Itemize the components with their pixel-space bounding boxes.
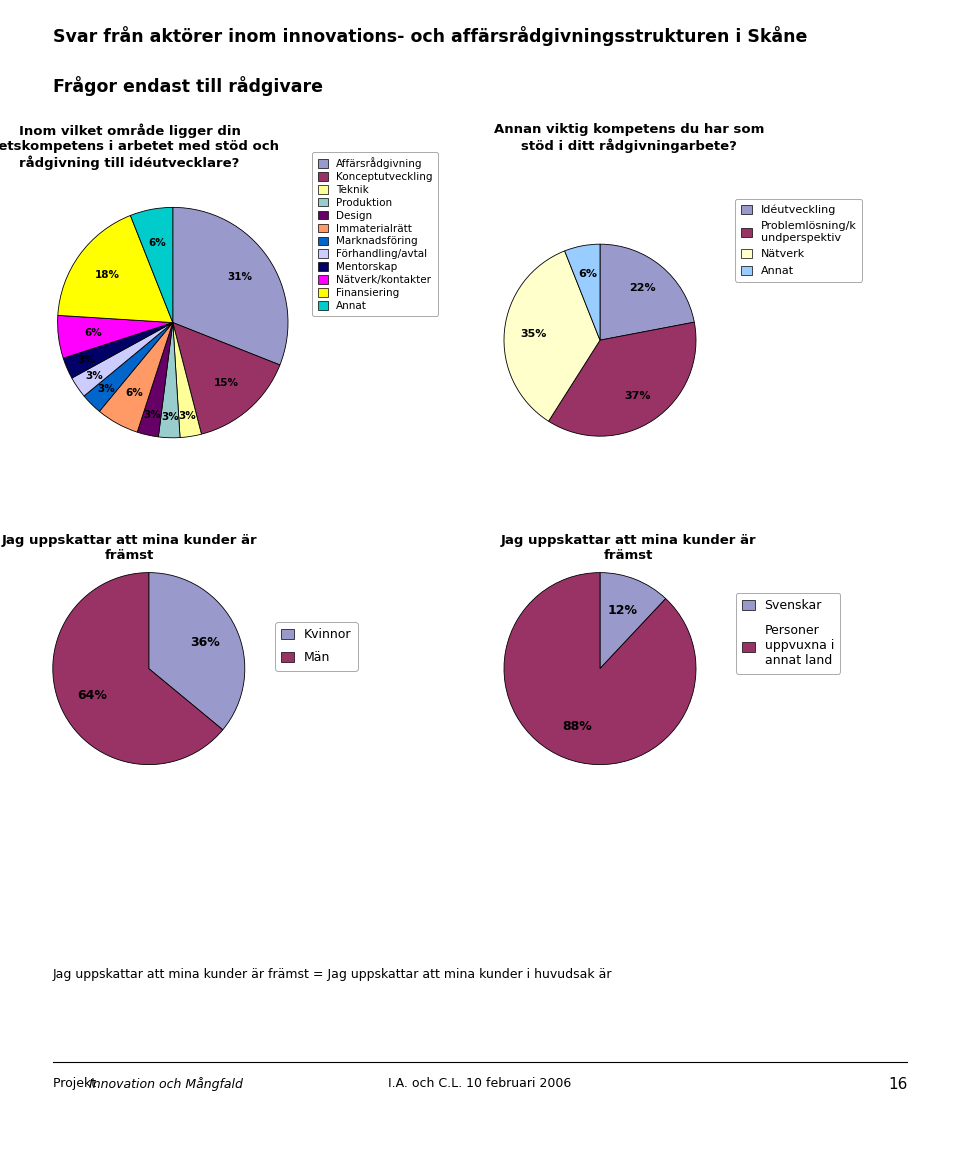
Text: 22%: 22% (630, 284, 656, 293)
Wedge shape (58, 316, 173, 358)
Legend: Kvinnor, Män: Kvinnor, Män (276, 622, 357, 671)
Wedge shape (84, 323, 173, 412)
Text: 35%: 35% (520, 328, 546, 339)
Text: 6%: 6% (84, 327, 102, 338)
Text: 36%: 36% (190, 636, 220, 649)
Text: 12%: 12% (608, 604, 638, 617)
Text: I.A. och C.L. 10 februari 2006: I.A. och C.L. 10 februari 2006 (389, 1077, 571, 1090)
Wedge shape (137, 323, 173, 436)
Text: Inom vilket område ligger din
spetskompetens i arbetet med stöd och
rådgivning t: Inom vilket område ligger din spetskompe… (0, 123, 278, 170)
Text: 3%: 3% (97, 385, 115, 394)
Text: Innovation och Mångfald: Innovation och Mångfald (89, 1077, 243, 1091)
Text: 6%: 6% (149, 238, 167, 249)
Wedge shape (53, 572, 223, 765)
Wedge shape (173, 323, 202, 438)
Text: 3%: 3% (179, 411, 197, 421)
Text: 18%: 18% (95, 270, 120, 280)
Text: 64%: 64% (78, 689, 108, 701)
Text: 3%: 3% (85, 371, 104, 381)
Wedge shape (149, 572, 245, 730)
Wedge shape (548, 323, 696, 436)
Wedge shape (173, 208, 288, 365)
Text: Jag uppskattar att mina kunder är främst = Jag uppskattar att mina kunder i huvu: Jag uppskattar att mina kunder är främst… (53, 968, 612, 981)
Text: Frågor endast till rådgivare: Frågor endast till rådgivare (53, 76, 323, 96)
Text: 16: 16 (888, 1077, 907, 1092)
Legend: Svenskar, Personer
uppvuxna i
annat land: Svenskar, Personer uppvuxna i annat land (736, 592, 840, 673)
Text: 15%: 15% (214, 378, 239, 388)
Wedge shape (600, 572, 665, 669)
Text: 6%: 6% (578, 269, 597, 279)
Wedge shape (131, 208, 173, 323)
Text: Svar från aktörer inom innovations- och affärsrådgivningsstrukturen i Skåne: Svar från aktörer inom innovations- och … (53, 26, 807, 46)
Text: 6%: 6% (125, 388, 143, 399)
Text: 3%: 3% (161, 412, 179, 422)
Legend: Affärsrådgivning, Konceptutveckling, Teknik, Produktion, Design, Immaterialrätt,: Affärsrådgivning, Konceptutveckling, Tek… (312, 151, 438, 317)
Text: 37%: 37% (625, 391, 651, 401)
Wedge shape (564, 244, 600, 340)
Wedge shape (173, 323, 280, 434)
Text: 3%: 3% (77, 355, 95, 365)
Text: 88%: 88% (563, 720, 592, 733)
Text: 31%: 31% (227, 272, 252, 283)
Wedge shape (158, 323, 180, 438)
Wedge shape (58, 216, 173, 323)
Text: Annan viktig kompetens du har som
stöd i ditt rådgivningarbete?: Annan viktig kompetens du har som stöd i… (493, 123, 764, 152)
Text: 3%: 3% (143, 409, 161, 420)
Text: Projekt: Projekt (53, 1077, 100, 1090)
Wedge shape (63, 323, 173, 378)
Wedge shape (72, 323, 173, 396)
Wedge shape (100, 323, 173, 432)
Wedge shape (504, 251, 600, 421)
Legend: Idéutveckling, Problemlösning/k
undperspektiv, Nätverk, Annat: Idéutveckling, Problemlösning/k undpersp… (735, 199, 862, 282)
Wedge shape (504, 572, 696, 765)
Text: Jag uppskattar att mina kunder är
främst: Jag uppskattar att mina kunder är främst (2, 534, 257, 562)
Wedge shape (600, 244, 694, 340)
Text: Jag uppskattar att mina kunder är
främst: Jag uppskattar att mina kunder är främst (501, 534, 756, 562)
